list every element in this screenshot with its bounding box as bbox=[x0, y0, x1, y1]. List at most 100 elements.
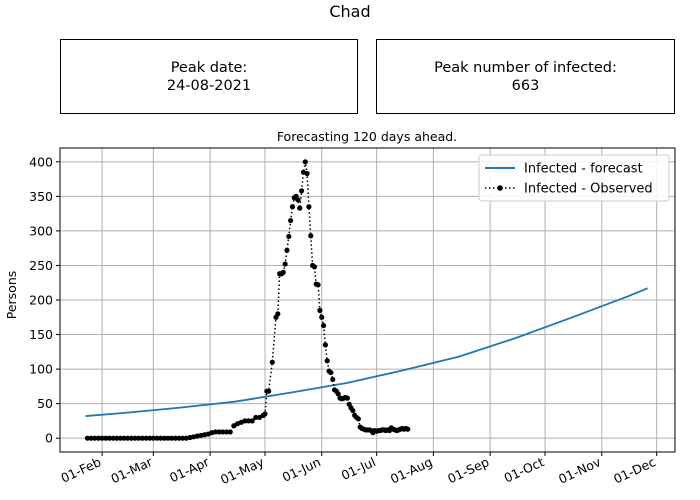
y-tick-label: 150 bbox=[29, 327, 53, 342]
y-tick-label: 350 bbox=[29, 189, 53, 204]
observed-point bbox=[315, 282, 321, 288]
observed-point bbox=[299, 188, 305, 194]
observed-point bbox=[132, 435, 138, 441]
peak-date-label: Peak date: bbox=[170, 59, 248, 76]
observed-point bbox=[304, 170, 310, 177]
observed-point bbox=[317, 307, 323, 313]
legend-forecast-label: Infected - forecast bbox=[524, 162, 643, 177]
observed-point bbox=[216, 429, 222, 435]
observed-point bbox=[95, 435, 102, 441]
observed-point bbox=[176, 435, 182, 441]
observed-point bbox=[405, 426, 411, 432]
x-tick-label: 01-Sep bbox=[445, 454, 491, 486]
observed-point bbox=[180, 435, 186, 441]
y-tick-label: 200 bbox=[29, 293, 53, 308]
observed-point bbox=[253, 414, 259, 421]
x-tick-label: 01-Nov bbox=[556, 454, 603, 487]
x-tick-label: 01-Jul bbox=[339, 454, 378, 483]
observed-point bbox=[220, 429, 226, 435]
observed-point bbox=[262, 411, 268, 417]
observed-point bbox=[280, 269, 286, 275]
observed-point bbox=[289, 204, 296, 210]
page-title: Chad bbox=[329, 2, 371, 21]
y-tick-label: 250 bbox=[29, 258, 53, 273]
observed-point bbox=[121, 435, 127, 441]
observed-point bbox=[344, 395, 350, 401]
series-layer bbox=[84, 159, 648, 441]
x-tick-label: 01-Mar bbox=[108, 454, 155, 487]
y-tick-label: 300 bbox=[29, 223, 53, 238]
legend-observed-label: Infected - Observed bbox=[524, 182, 653, 197]
observed-point bbox=[84, 435, 91, 441]
y-axis-label: Persons bbox=[4, 271, 19, 320]
x-tick-label: 01-Dec bbox=[611, 454, 658, 486]
observed-point bbox=[350, 407, 356, 414]
legend-observed-marker bbox=[497, 185, 503, 191]
observed-point bbox=[355, 416, 361, 422]
observed-point bbox=[322, 342, 328, 348]
observed-point bbox=[306, 204, 312, 210]
observed-point bbox=[99, 435, 105, 441]
observed-point bbox=[320, 322, 327, 329]
y-tick-label: 100 bbox=[29, 362, 53, 377]
observed-point bbox=[143, 435, 149, 441]
peak-count-box: Peak number of infected: 663 bbox=[376, 39, 675, 114]
legend-box bbox=[478, 154, 670, 202]
observed-point bbox=[266, 388, 272, 394]
observed-point bbox=[319, 314, 325, 320]
observed-point bbox=[227, 429, 233, 435]
observed-point bbox=[330, 376, 336, 383]
observed-point bbox=[161, 435, 167, 441]
observed-point bbox=[242, 418, 248, 424]
observed-point bbox=[295, 197, 301, 203]
observed-point bbox=[275, 311, 281, 317]
observed-point bbox=[169, 435, 175, 441]
observed-point bbox=[117, 435, 123, 441]
observed-point bbox=[150, 435, 156, 441]
observed-point bbox=[286, 233, 292, 240]
observed-point bbox=[103, 435, 109, 441]
observed-point bbox=[328, 369, 334, 376]
observed-point bbox=[249, 418, 255, 424]
observed-point bbox=[88, 435, 94, 441]
y-tick-label: 0 bbox=[45, 431, 53, 446]
observed-point bbox=[114, 435, 120, 441]
observed-point bbox=[311, 264, 318, 270]
peak-count-label: Peak number of infected: bbox=[434, 59, 617, 76]
observed-point bbox=[92, 435, 98, 441]
observed-point bbox=[302, 159, 308, 165]
observed-point bbox=[282, 261, 288, 267]
observed-point bbox=[147, 435, 153, 441]
observed-point bbox=[154, 435, 160, 441]
observed-point bbox=[308, 233, 314, 239]
observed-point bbox=[288, 217, 294, 224]
forecast-line bbox=[85, 287, 648, 417]
peak-count-value: 663 bbox=[511, 77, 540, 94]
observed-point bbox=[212, 429, 219, 435]
x-tick-label: 01-Aug bbox=[388, 454, 435, 486]
observed-point bbox=[269, 359, 275, 365]
x-tick-label: 01-Jun bbox=[280, 454, 323, 485]
observed-point bbox=[158, 435, 164, 441]
observed-point bbox=[139, 435, 145, 441]
observed-point bbox=[125, 435, 131, 441]
x-tick-label: 01-May bbox=[218, 454, 267, 487]
observed-point bbox=[297, 205, 303, 211]
x-tick-label: 01-Feb bbox=[58, 454, 103, 486]
observed-point bbox=[165, 435, 171, 441]
observed-point bbox=[110, 435, 116, 441]
y-tick-label: 400 bbox=[29, 154, 53, 169]
observed-point bbox=[284, 247, 290, 253]
observed-point bbox=[223, 429, 230, 435]
x-tick-label: 01-Oct bbox=[502, 454, 547, 486]
observed-point bbox=[128, 435, 134, 441]
observed-point bbox=[172, 435, 178, 441]
chart-title: Forecasting 120 days ahead. bbox=[277, 129, 457, 144]
peak-date-box: Peak date: 24-08-2021 bbox=[60, 39, 358, 114]
y-tick-label: 50 bbox=[37, 396, 53, 411]
peak-date-value: 24-08-2021 bbox=[166, 77, 252, 94]
observed-point bbox=[136, 435, 142, 441]
observed-point bbox=[106, 435, 113, 441]
x-tick-label: 01-Apr bbox=[167, 454, 212, 486]
